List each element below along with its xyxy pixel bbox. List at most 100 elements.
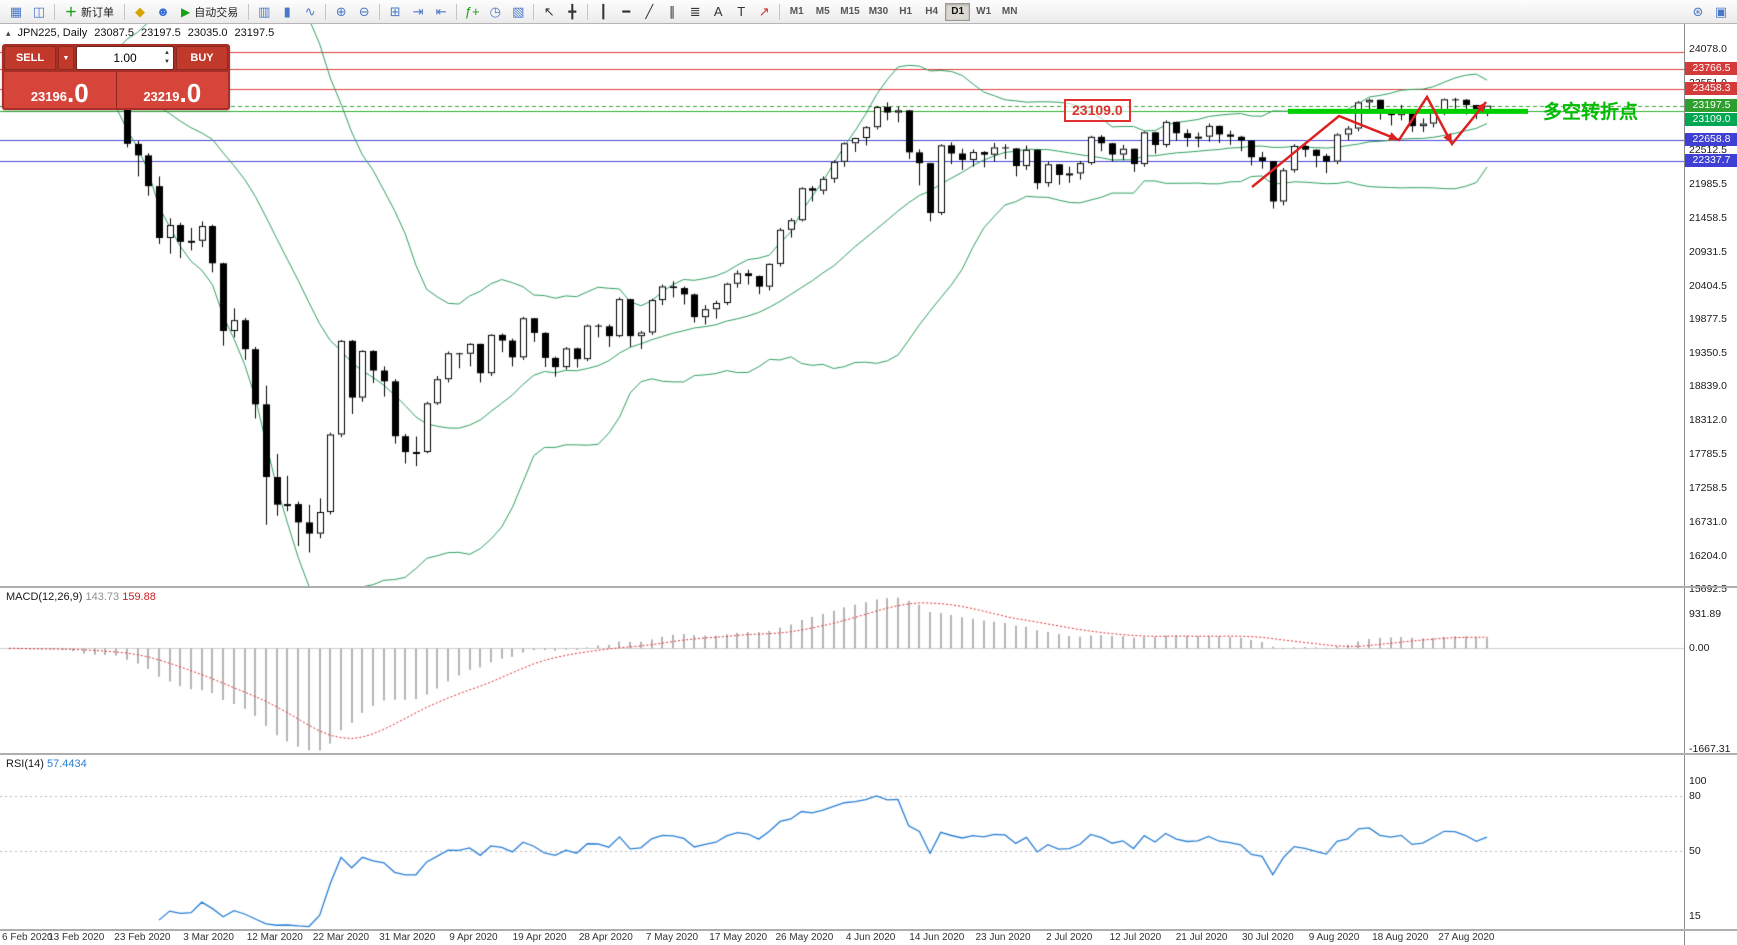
price-tick: 18312.0 [1689,414,1727,427]
rsi-axis-label: 15 [1689,909,1701,922]
quote-high: 23197.5 [141,27,181,39]
new-order-button[interactable]: ＋新订单 [59,2,120,22]
volume-steppers[interactable]: ▲ ▼ [164,49,170,67]
pivot-point-label[interactable]: 多空转折点 [1543,102,1639,123]
vertical-line-tool-icon[interactable]: ┃ [599,3,608,19]
panel-separator[interactable] [0,586,1737,588]
toolbar-separator [779,3,781,20]
price-badge: 23458.3 [1685,81,1737,95]
new-order-button-icon: ＋ [65,5,78,19]
search-icon[interactable]: ⊛ [1692,3,1704,19]
channel-tool-icon[interactable]: ∥ [669,3,676,19]
date-axis[interactable]: 6 Feb 2020 13 Feb 2020 23 Feb 2020 3 Mar 20… [0,931,1684,945]
fibonacci-tool-icon[interactable]: ≣ [689,3,701,19]
trade-panel-prices: 23196.0 23219.0 [4,72,228,108]
buy-button[interactable]: BUY [176,46,228,70]
toolbar-separator [533,3,535,20]
order-options-dropdown[interactable]: ▼ [58,46,74,70]
sell-price[interactable]: 23196.0 [4,72,117,108]
date-label: 30 Jul 2020 [1241,932,1294,943]
arrows-tool-icon[interactable]: ↗ [758,3,770,19]
timeframe-h1[interactable]: H1 [899,6,913,17]
date-label: 7 May 2020 [645,932,699,943]
timeframe-m15[interactable]: M15 [840,6,860,17]
date-label: 12 Mar 2020 [246,932,303,943]
one-click-trade-panel: SELL ▼ 1.00 ▲ ▼ BUY 23196.0 23219.0 [2,44,230,110]
timeframe-w1[interactable]: W1 [976,6,992,17]
text-tool-icon[interactable]: A [713,4,723,19]
community-icon[interactable]: ☻ [156,4,170,19]
mql5-services-icon[interactable]: ◆ [135,3,146,19]
timeframe-d1[interactable]: D1 [945,2,971,21]
timeframe-m1[interactable]: M1 [789,6,804,17]
candlestick-mode-icon[interactable]: ▮ [283,3,291,19]
price-badge: 23766.5 [1685,62,1737,76]
date-label: 9 Apr 2020 [449,932,498,943]
volume-step-up-icon[interactable]: ▲ [164,50,170,56]
macd-indicator-label: MACD(12,26,9) 143.73 159.88 [6,591,156,603]
main-chart-canvas[interactable] [0,24,1684,586]
chart-shift-icon[interactable]: ⇤ [435,3,447,19]
date-label: 3 Mar 2020 [183,932,234,943]
rsi-indicator-label: RSI(14) 57.4434 [6,758,87,770]
date-label: 12 Jul 2020 [1109,932,1162,943]
toolbar: ▦ ◫ ＋新订单 ◆ ☻ ▶ 自动交易 ▥ ▮ ∿ ⊕ ⊖ ⊞ ⇥ ⇤ ƒ+ ◷ ▧ ↖ ╋ ┃ ━ ╱ ∥ ≣ A T ↗ M1 M5 M… [0,0,1737,24]
sell-button[interactable]: SELL [4,46,56,70]
timeframe-h4[interactable]: H4 [925,6,939,17]
panel-separator[interactable] [0,929,1737,931]
zoom-in-icon[interactable]: ⊕ [335,3,347,19]
templates-icon[interactable]: ▧ [512,3,525,19]
price-axis[interactable]: 24078.023551.023024.022512.521985.521458… [1684,24,1737,945]
price-badge: 23197.5 [1685,98,1737,112]
profiles-icon[interactable]: ◫ [32,3,46,19]
line-chart-mode-icon[interactable]: ∿ [304,3,316,19]
quote-low: 23035.0 [187,27,228,39]
toolbar-separator [325,3,327,20]
macd-panel-canvas[interactable] [0,588,1684,753]
price-badge: 22658.8 [1685,133,1737,147]
tile-windows-icon[interactable]: ⊞ [389,3,401,19]
cursor-tool-icon[interactable]: ↖ [543,3,555,19]
date-label: 18 Aug 2020 [1372,932,1429,943]
periods-icon[interactable]: ◷ [489,3,501,19]
window-layout-icon[interactable]: ▣ [1714,3,1728,19]
price-badge: 23109.0 [1685,112,1737,126]
macd-axis-label: -1667.31 [1689,743,1731,755]
price-tick: 22512.5 [1689,143,1727,156]
date-label: 28 Apr 2020 [578,932,633,943]
macd-signal-value: 159.88 [122,591,156,603]
date-label: 14 Jun 2020 [909,932,965,943]
price-tick: 20931.5 [1689,245,1727,258]
price-tick: 15692.5 [1689,583,1727,595]
toolbar-separator [456,3,458,20]
buy-price[interactable]: 23219.0 [117,72,229,108]
volume-step-down-icon[interactable]: ▼ [164,59,170,65]
timeframe-mn[interactable]: MN [1001,6,1018,17]
date-label: 23 Feb 2020 [114,932,171,943]
horizontal-line-tool-icon[interactable]: ━ [622,3,631,19]
trendline-tool-icon[interactable]: ╱ [645,3,654,19]
toolbar-separator [248,3,250,20]
trade-panel-toggle[interactable]: ▴ [6,27,11,38]
price-tick: 17785.5 [1689,448,1727,461]
zoom-out-icon[interactable]: ⊖ [358,3,370,19]
price-tick: 16731.0 [1689,516,1727,529]
timeframe-m5[interactable]: M5 [815,6,830,17]
timeframe-m30[interactable]: M30 [868,6,889,17]
price-tick: 19350.5 [1689,347,1727,360]
auto-scroll-icon[interactable]: ⇥ [412,3,424,19]
panel-separator[interactable] [0,753,1737,755]
price-main: 23196 [30,88,67,104]
crosshair-tool-icon[interactable]: ╋ [568,3,577,19]
autotrading-button[interactable]: ▶ 自动交易 [175,2,244,22]
date-label: 31 Mar 2020 [379,932,436,943]
indicators-icon[interactable]: ƒ+ [464,4,480,19]
price-level-annotation[interactable]: 23109.0 [1064,99,1131,122]
volume-input[interactable]: 1.00 ▲ ▼ [76,46,174,70]
price-tick: 24078.0 [1689,43,1727,55]
label-tool-icon[interactable]: T [737,4,746,19]
rsi-panel-canvas[interactable] [0,755,1684,929]
bar-chart-mode-icon[interactable]: ▥ [258,3,271,19]
new-chart-icon[interactable]: ▦ [9,3,23,19]
